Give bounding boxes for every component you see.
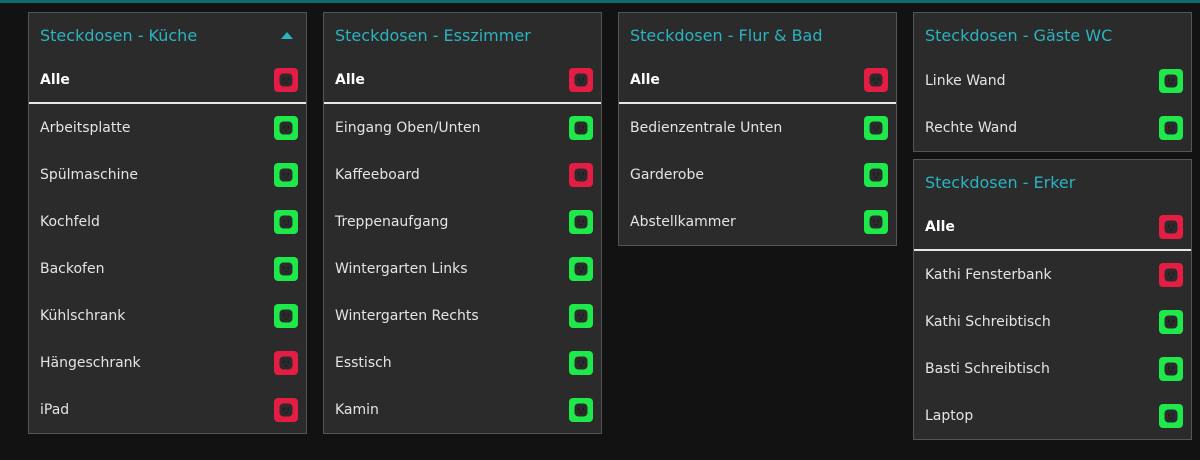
all-label: Alle	[40, 71, 70, 88]
outlet-row-basti-schreibtisch: Basti Schreibtisch	[914, 345, 1191, 392]
outlet-label: Hängeschrank	[40, 354, 141, 371]
outlet-label: Garderobe	[630, 166, 704, 183]
card-header[interactable]: Steckdosen - Gäste WC	[914, 13, 1191, 57]
power-outlet-icon[interactable]	[274, 303, 298, 328]
row-alle: Alle	[29, 57, 306, 104]
power-outlet-icon[interactable]	[274, 67, 298, 92]
card-steckdosen-flur-and-bad: Steckdosen - Flur & Bad Alle Bedienzentral…	[618, 12, 897, 246]
outlet-label: Wintergarten Links	[335, 260, 468, 277]
outlet-row-kathi-fensterbank: Kathi Fensterbank	[914, 251, 1191, 298]
power-outlet-icon[interactable]	[1159, 68, 1183, 93]
outlet-row-haengeschrank: Hängeschrank	[29, 339, 306, 386]
row-alle: Alle	[914, 204, 1191, 251]
outlet-row-kathi-schreibtisch: Kathi Schreibtisch	[914, 298, 1191, 345]
power-outlet-icon[interactable]	[569, 350, 593, 375]
row-alle: Alle	[619, 57, 896, 104]
outlet-row-ipad: iPad	[29, 386, 306, 433]
card-header[interactable]: Steckdosen - Flur & Bad	[619, 13, 896, 57]
outlet-label: Eingang Oben/Unten	[335, 119, 481, 136]
power-outlet-icon[interactable]	[274, 115, 298, 140]
outlet-label: Spülmaschine	[40, 166, 138, 183]
power-outlet-icon[interactable]	[864, 209, 888, 234]
outlet-label: Laptop	[925, 407, 974, 424]
outlet-label: Esstisch	[335, 354, 392, 371]
outlet-row-kochfeld: Kochfeld	[29, 198, 306, 245]
card-title: Steckdosen - Esszimmer	[335, 25, 531, 45]
outlet-label: Abstellkammer	[630, 213, 736, 230]
card-title: Steckdosen - Erker	[925, 172, 1076, 192]
outlet-row-wintergarten-links: Wintergarten Links	[324, 245, 601, 292]
card-header[interactable]: Steckdosen - Esszimmer	[324, 13, 601, 57]
power-outlet-icon[interactable]	[274, 397, 298, 422]
power-outlet-icon[interactable]	[569, 115, 593, 140]
power-outlet-icon[interactable]	[569, 256, 593, 281]
outlet-row-arbeitsplatte: Arbeitsplatte	[29, 104, 306, 151]
outlet-label: Treppenaufgang	[335, 213, 449, 230]
card-steckdosen-gaeste-wc: Steckdosen - Gäste WC Linke Wand Rechte Wa…	[913, 12, 1192, 152]
all-label: Alle	[925, 218, 955, 235]
outlet-row-garderobe: Garderobe	[619, 151, 896, 198]
outlet-row-rechte-wand: Rechte Wand	[914, 104, 1191, 151]
power-outlet-icon[interactable]	[569, 67, 593, 92]
power-outlet-icon[interactable]	[1159, 214, 1183, 239]
outlet-row-treppenaufgang: Treppenaufgang	[324, 198, 601, 245]
outlet-label: Kochfeld	[40, 213, 100, 230]
all-label: Alle	[335, 71, 365, 88]
card-header[interactable]: Steckdosen - Erker	[914, 160, 1191, 204]
card-steckdosen-esszimmer: Steckdosen - Esszimmer Alle Eingang Oben/U…	[323, 12, 602, 434]
top-accent-bar	[0, 0, 1200, 3]
outlet-row-spuelmaschine: Spülmaschine	[29, 151, 306, 198]
row-alle: Alle	[324, 57, 601, 104]
power-outlet-icon[interactable]	[569, 209, 593, 234]
card-steckdosen-erker: Steckdosen - Erker Alle Kathi Fensterbank K…	[913, 159, 1192, 440]
outlet-row-bedienzentrale-unten: Bedienzentrale Unten	[619, 104, 896, 151]
outlet-row-abstellkammer: Abstellkammer	[619, 198, 896, 245]
outlet-label: Kamin	[335, 401, 379, 418]
power-outlet-icon[interactable]	[569, 162, 593, 187]
power-outlet-icon[interactable]	[274, 256, 298, 281]
outlet-row-wintergarten-rechts: Wintergarten Rechts	[324, 292, 601, 339]
outlet-row-kamin: Kamin	[324, 386, 601, 433]
power-outlet-icon[interactable]	[864, 115, 888, 140]
card-steckdosen-kueche: Steckdosen - Küche Alle Arbeitsplatte Spülm…	[28, 12, 307, 434]
outlet-label: Kathi Fensterbank	[925, 266, 1052, 283]
outlet-label: Wintergarten Rechts	[335, 307, 479, 324]
outlet-row-kaffeeboard: Kaffeeboard	[324, 151, 601, 198]
outlet-label: iPad	[40, 401, 70, 418]
power-outlet-icon[interactable]	[1159, 309, 1183, 334]
power-outlet-icon[interactable]	[1159, 356, 1183, 381]
power-outlet-icon[interactable]	[274, 350, 298, 375]
outlet-row-backofen: Backofen	[29, 245, 306, 292]
power-outlet-icon[interactable]	[1159, 115, 1183, 140]
all-label: Alle	[630, 71, 660, 88]
power-outlet-icon[interactable]	[864, 67, 888, 92]
outlet-label: Backofen	[40, 260, 105, 277]
outlet-label: Bedienzentrale Unten	[630, 119, 783, 136]
card-title: Steckdosen - Flur & Bad	[630, 25, 823, 45]
chevron-up-icon[interactable]	[281, 31, 293, 39]
power-outlet-icon[interactable]	[274, 162, 298, 187]
outlet-row-eingang-oben-unten: Eingang Oben/Unten	[324, 104, 601, 151]
power-outlet-icon[interactable]	[569, 397, 593, 422]
outlet-label: Basti Schreibtisch	[925, 360, 1050, 377]
power-outlet-icon[interactable]	[569, 303, 593, 328]
outlet-label: Rechte Wand	[925, 119, 1018, 136]
outlet-label: Kaffeeboard	[335, 166, 420, 183]
outlet-row-laptop: Laptop	[914, 392, 1191, 439]
outlet-label: Kathi Schreibtisch	[925, 313, 1051, 330]
power-outlet-icon[interactable]	[274, 209, 298, 234]
card-header[interactable]: Steckdosen - Küche	[29, 13, 306, 57]
card-title: Steckdosen - Küche	[40, 25, 198, 45]
outlet-row-kuehlschrank: Kühlschrank	[29, 292, 306, 339]
outlet-row-linke-wand: Linke Wand	[914, 57, 1191, 104]
power-outlet-icon[interactable]	[1159, 262, 1183, 287]
outlet-label: Arbeitsplatte	[40, 119, 131, 136]
power-outlet-icon[interactable]	[864, 162, 888, 187]
outlet-label: Kühlschrank	[40, 307, 126, 324]
outlet-label: Linke Wand	[925, 72, 1006, 89]
outlet-row-esstisch: Esstisch	[324, 339, 601, 386]
power-outlet-icon[interactable]	[1159, 403, 1183, 428]
card-title: Steckdosen - Gäste WC	[925, 25, 1113, 45]
